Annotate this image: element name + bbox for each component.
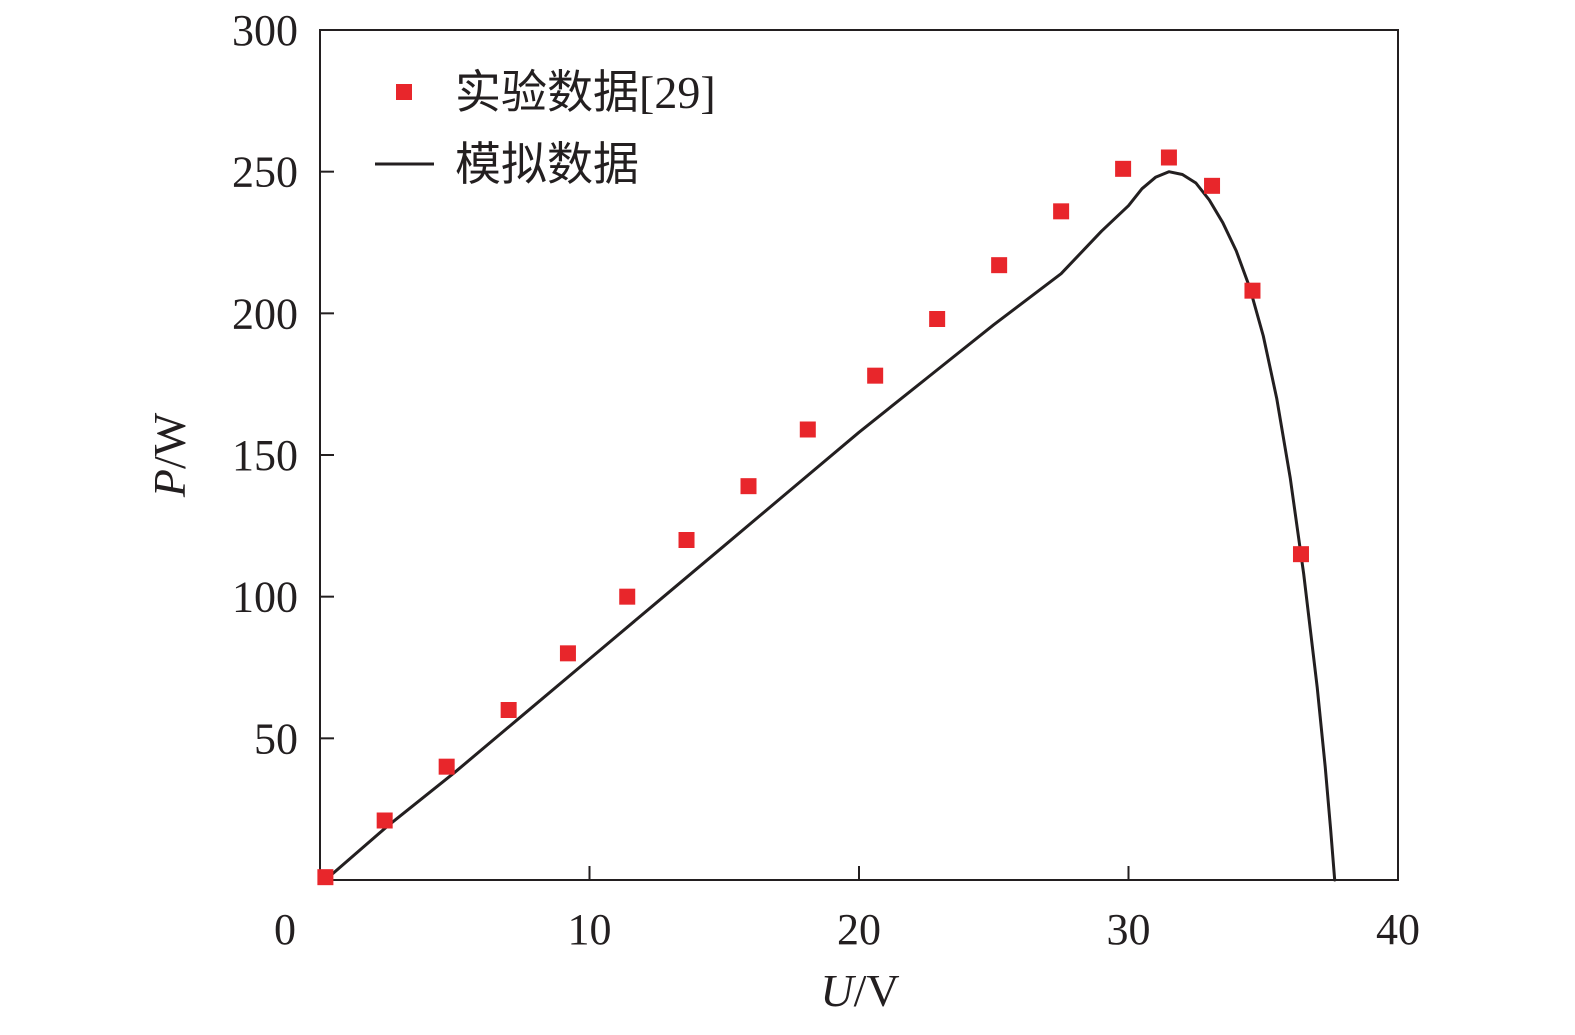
experimental-point-9	[867, 367, 884, 384]
experimental-point-3	[500, 702, 517, 718]
y-tick-label-1: 100	[232, 573, 298, 622]
y-axis-variable: P	[144, 469, 195, 498]
x-tick-label-1: 10	[568, 905, 612, 954]
x-axis-label: U/V	[820, 965, 899, 1016]
experimental-point-8	[799, 421, 816, 438]
y-tick-label-4: 250	[232, 148, 298, 197]
y-tick-label-5: 300	[232, 6, 298, 55]
experimental-point-10	[929, 311, 946, 327]
x-tick-label-2: 20	[837, 905, 881, 954]
x-axis-variable: U	[820, 965, 856, 1016]
y-tick-label-0: 50	[254, 714, 298, 763]
experimental-point-15	[1204, 177, 1221, 194]
experimental-point-0	[317, 869, 334, 886]
legend-label-experimental: 实验数据[29]	[455, 67, 716, 118]
experimental-point-13	[1115, 160, 1132, 177]
experimental-point-7	[740, 478, 757, 495]
x-tick-label-3: 30	[1107, 905, 1151, 954]
experimental-point-17	[1292, 546, 1309, 563]
x-tick-label-4: 40	[1376, 905, 1420, 954]
axis-ticks	[320, 170, 1130, 880]
y-tick-label-2: 150	[232, 431, 298, 480]
experimental-data-points	[317, 149, 1309, 886]
legend-label-simulated: 模拟数据	[455, 139, 639, 190]
y-tick-label-3: 200	[232, 289, 298, 338]
experimental-point-2	[438, 758, 455, 775]
experimental-point-14	[1160, 149, 1177, 166]
x-tick-label-0: 0	[274, 905, 296, 954]
y-axis-unit: /W	[144, 412, 195, 469]
experimental-point-12	[1053, 203, 1070, 220]
experimental-point-11	[991, 257, 1008, 274]
axis-tick-labels: 0 10 20 30 40 50 100 150 200 250 300	[232, 6, 1420, 954]
experimental-point-6	[678, 532, 695, 548]
experimental-point-1	[376, 812, 393, 829]
legend: 实验数据[29] 模拟数据	[375, 67, 716, 190]
legend-marker-experimental	[396, 84, 412, 100]
experimental-point-5	[619, 588, 636, 605]
experimental-point-4	[559, 645, 576, 662]
x-axis-unit: /V	[854, 965, 900, 1016]
simulated-data-line	[323, 170, 1337, 882]
experimental-point-16	[1244, 282, 1261, 299]
y-axis-label: P/W	[144, 412, 195, 498]
